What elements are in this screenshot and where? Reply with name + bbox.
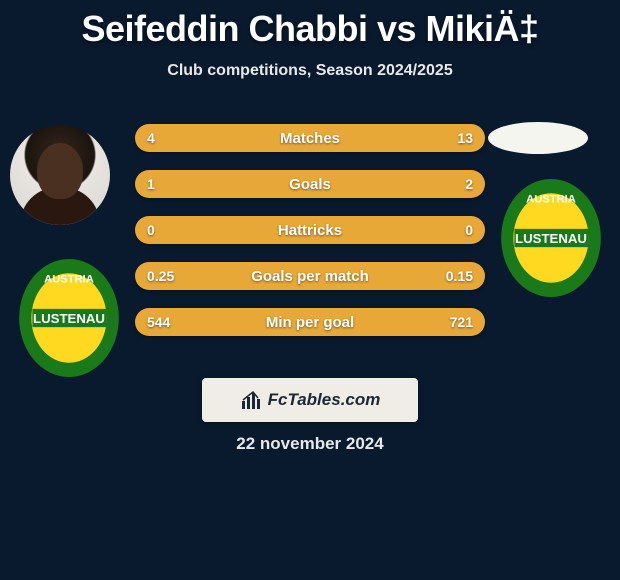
stat-row: 1 Goals 2 xyxy=(135,170,485,198)
fctables-label: FcTables.com xyxy=(268,390,381,410)
page-title: Seifeddin Chabbi vs MikiÄ‡ xyxy=(0,0,620,50)
stat-label: Min per goal xyxy=(266,314,354,331)
club-badge-left: AUSTRIA LUSTENAU xyxy=(18,258,120,378)
stat-row: 4 Matches 13 xyxy=(135,124,485,152)
badge-bottom-text: LUSTENAU xyxy=(33,311,105,326)
stat-row: 544 Min per goal 721 xyxy=(135,308,485,336)
comparison-date: 22 november 2024 xyxy=(0,434,620,454)
stat-row: 0 Hattricks 0 xyxy=(135,216,485,244)
stat-left-value: 0.25 xyxy=(147,268,174,284)
badge-top-text: AUSTRIA xyxy=(526,193,576,205)
badge-bottom-text: LUSTENAU xyxy=(515,231,587,246)
chart-icon xyxy=(240,389,262,411)
stats-container: 4 Matches 13 1 Goals 2 0 Hattricks 0 0.2… xyxy=(135,124,485,354)
fctables-logo: FcTables.com xyxy=(202,378,418,422)
stat-left-value: 544 xyxy=(147,314,170,330)
stat-left-value: 4 xyxy=(147,130,155,146)
page-subtitle: Club competitions, Season 2024/2025 xyxy=(0,62,620,80)
stat-label: Matches xyxy=(280,130,340,147)
stat-label: Goals per match xyxy=(251,268,369,285)
stat-right-value: 2 xyxy=(465,176,473,192)
club-badge-right: AUSTRIA LUSTENAU xyxy=(500,178,602,298)
stat-right-value: 13 xyxy=(457,130,473,146)
stat-right-value: 0.15 xyxy=(446,268,473,284)
stat-label: Hattricks xyxy=(278,222,342,239)
stat-row: 0.25 Goals per match 0.15 xyxy=(135,262,485,290)
stat-left-value: 0 xyxy=(147,222,155,238)
player-left-avatar xyxy=(10,125,110,225)
stat-label: Goals xyxy=(289,176,331,193)
stat-right-value: 721 xyxy=(450,314,473,330)
stat-left-value: 1 xyxy=(147,176,155,192)
player-right-avatar xyxy=(488,122,588,154)
stat-right-value: 0 xyxy=(465,222,473,238)
badge-top-text: AUSTRIA xyxy=(44,273,94,285)
